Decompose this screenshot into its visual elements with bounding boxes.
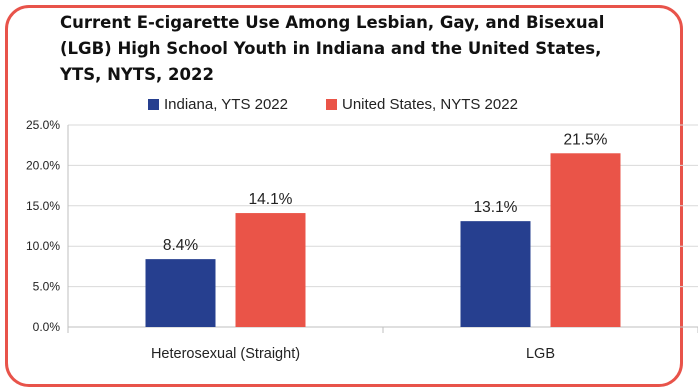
chart-title: Current E-cigarette Use Among Lesbian, G… (60, 10, 660, 88)
legend-swatch-us (325, 99, 337, 110)
data-label: 8.4% (163, 237, 199, 254)
bar-chart: 0.0% 5.0% 10.0% 15.0% 20.0% 25.0% 8.4% 14.1% Het… (26, 118, 698, 362)
chart-title-line: Current E-cigarette Use Among Lesbian, G… (60, 13, 605, 32)
chart-title-line: YTS, NYTS, 2022 (60, 65, 214, 84)
y-tick-label: 5.0% (33, 280, 61, 294)
legend-label-indiana: Indiana, YTS 2022 (164, 96, 288, 113)
y-tick-label: 0.0% (33, 320, 61, 334)
y-tick-label: 25.0% (26, 118, 60, 132)
legend-item-us: United States, NYTS 2022 (325, 96, 518, 113)
y-tick-label: 15.0% (26, 199, 60, 213)
x-category-label: Heterosexual (Straight) (151, 346, 300, 362)
y-tick-label: 20.0% (26, 158, 60, 172)
legend-item-indiana: Indiana, YTS 2022 (148, 96, 288, 113)
data-label: 21.5% (564, 131, 608, 148)
y-tick-label: 10.0% (26, 239, 60, 253)
bar (550, 153, 621, 327)
bar (145, 259, 216, 327)
legend: Indiana, YTS 2022 United States, NYTS 20… (148, 96, 556, 113)
bar (235, 213, 306, 327)
x-category-label: LGB (526, 346, 555, 362)
bar (460, 221, 531, 327)
data-label: 13.1% (474, 199, 518, 216)
legend-label-us: United States, NYTS 2022 (341, 96, 518, 113)
legend-swatch-indiana (148, 99, 159, 110)
chart-title-line: (LGB) High School Youth in Indiana and t… (60, 39, 602, 58)
data-label: 14.1% (249, 191, 293, 208)
